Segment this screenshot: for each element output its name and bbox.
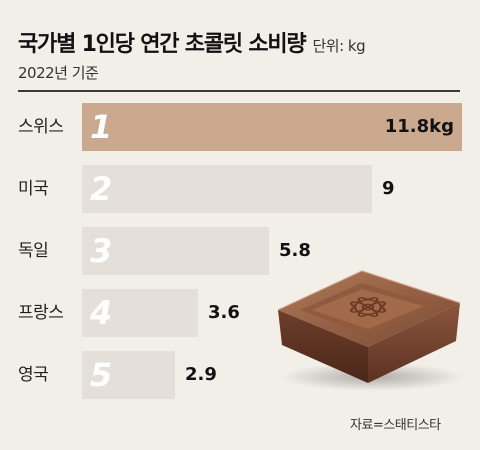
bar: 1	[82, 103, 462, 151]
category-label: 영국	[18, 365, 49, 385]
bar: 4	[82, 289, 198, 337]
rank-number: 2	[90, 170, 113, 208]
title-row: 국가별 1인당 연간 초콜릿 소비량 단위: kg	[18, 26, 366, 58]
value-label: 2.9	[185, 364, 217, 385]
value-label: 5.8	[279, 240, 311, 261]
header-divider	[18, 90, 460, 92]
chart-subtitle: 2022년 기준	[18, 64, 99, 82]
chart-title: 국가별 1인당 연간 초콜릿 소비량	[18, 32, 307, 57]
category-label: 프랑스	[18, 303, 64, 323]
chart-header: 국가별 1인당 연간 초콜릿 소비량 단위: kg 2022년 기준	[0, 0, 480, 94]
category-label: 스위스	[18, 117, 64, 137]
value-label: 3.6	[208, 302, 240, 323]
unit-label: 단위: kg	[312, 37, 366, 55]
rank-number: 3	[90, 232, 113, 270]
rank-number: 4	[90, 294, 113, 332]
source-note: 자료=스태티스타	[350, 418, 441, 433]
bar: 2	[82, 165, 372, 213]
value-label: 11.8kg	[384, 116, 454, 137]
category-label: 미국	[18, 179, 49, 199]
category-label: 독일	[18, 241, 49, 261]
bar: 5	[82, 351, 175, 399]
rank-number: 5	[90, 356, 113, 394]
chocolate-piece-icon	[277, 270, 464, 391]
bar: 3	[82, 227, 269, 275]
value-label: 9	[382, 178, 395, 199]
rank-number: 1	[90, 108, 113, 146]
